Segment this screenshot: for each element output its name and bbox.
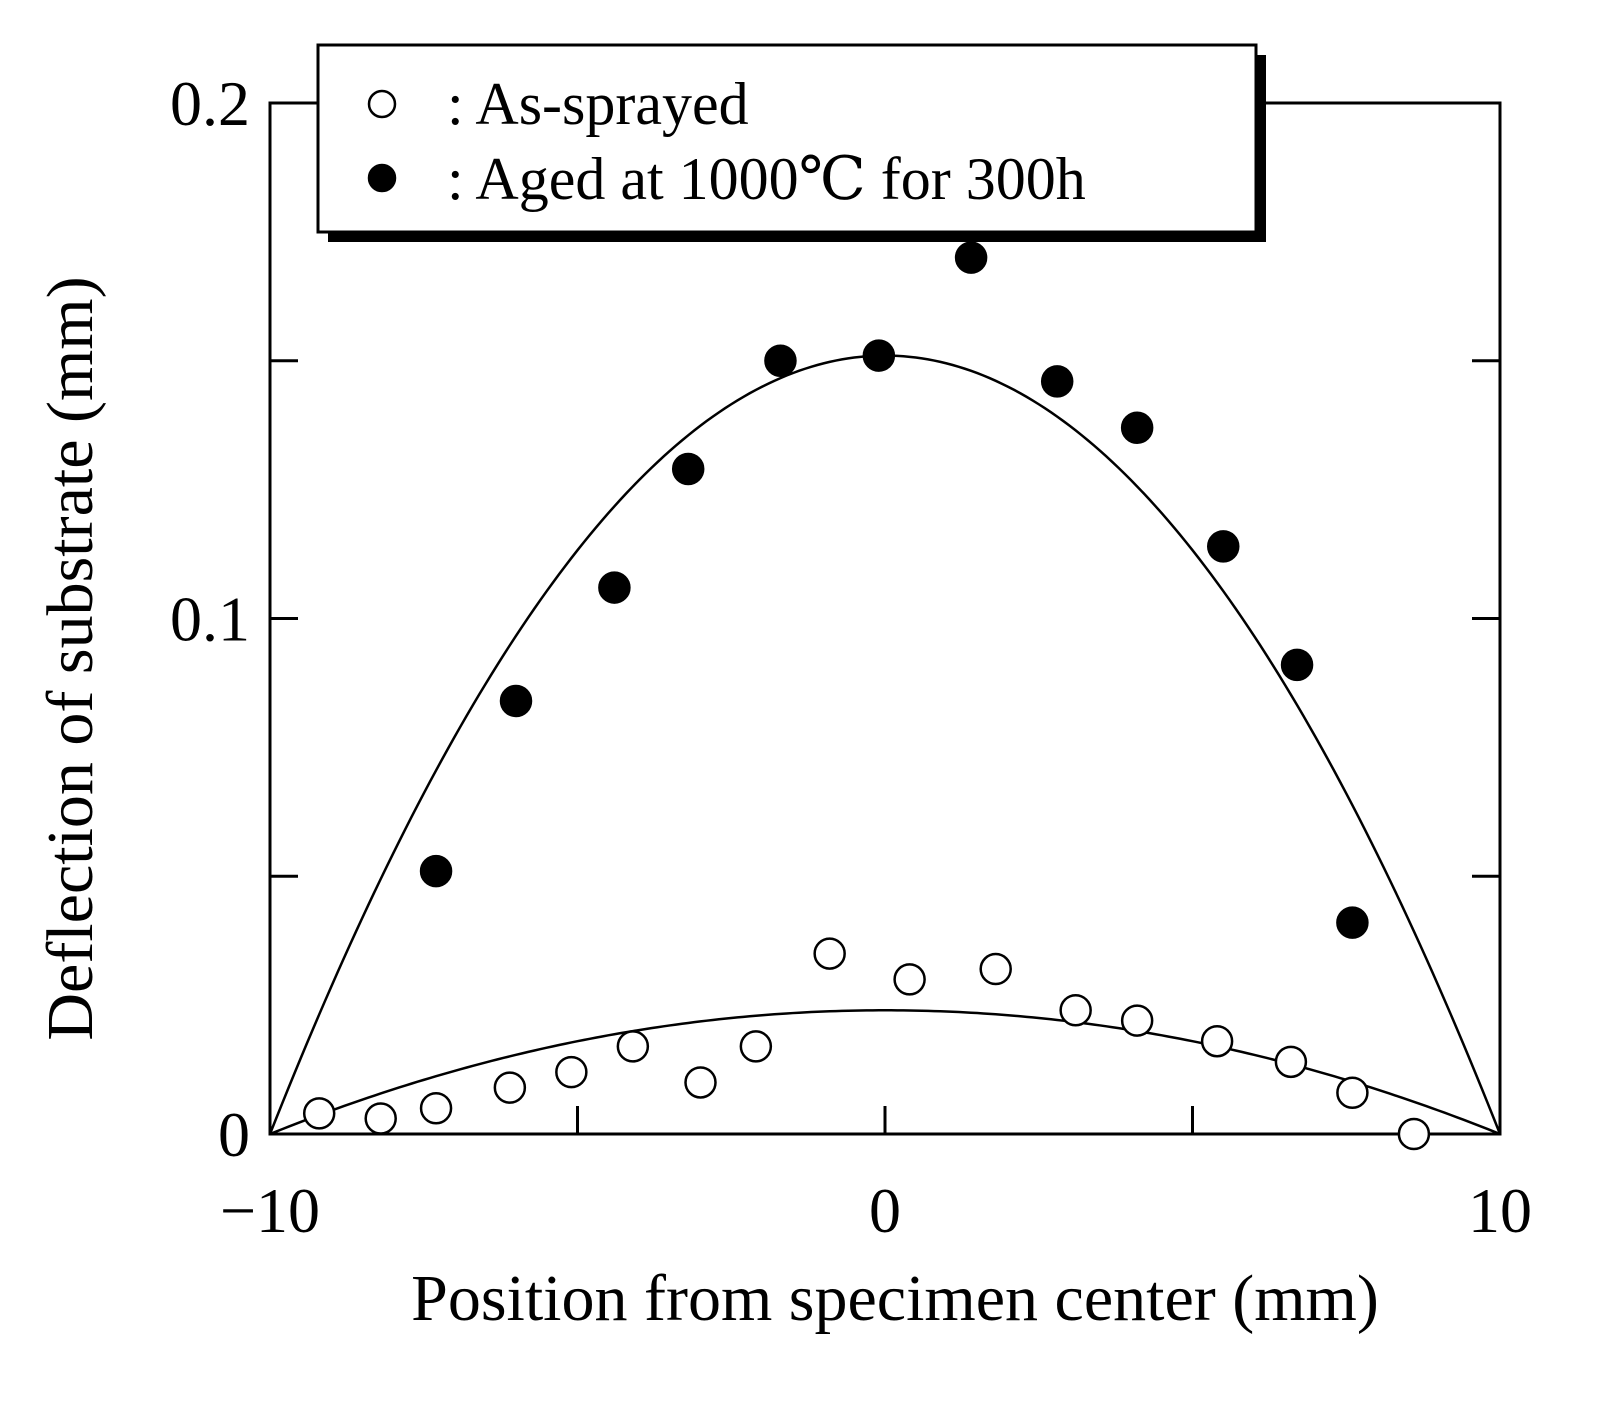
data-point-as-sprayed [739, 1030, 773, 1063]
data-point-as-sprayed [616, 1030, 650, 1063]
legend-label-aged: : Aged at 1000℃ for 300h [447, 146, 1086, 212]
legend-box [316, 43, 1258, 234]
data-point-as-sprayed [493, 1071, 527, 1104]
legend-marker-as-sprayed [367, 89, 397, 119]
y-tick-label: 0.2 [170, 68, 250, 139]
data-point-as-sprayed [1397, 1117, 1431, 1151]
data-point-aged [1040, 365, 1074, 398]
data-point-aged [862, 339, 896, 372]
data-point-as-sprayed [1336, 1076, 1369, 1110]
data-point-aged [419, 854, 453, 888]
data-points [302, 241, 1431, 1151]
axis-ticks [268, 101, 1502, 1136]
legend-marker-aged [367, 163, 397, 193]
data-point-aged [1336, 906, 1369, 939]
data-point-as-sprayed [979, 952, 1012, 986]
data-point-as-sprayed [364, 1102, 397, 1135]
data-point-as-sprayed [1120, 1004, 1154, 1037]
legend-label-as-sprayed: : As-sprayed [447, 71, 749, 137]
data-point-aged [1120, 411, 1154, 445]
data-point-as-sprayed [813, 937, 846, 970]
legend: : As-sprayed : Aged at 1000℃ for 300h [316, 43, 1266, 242]
data-point-as-sprayed [1059, 994, 1092, 1027]
data-point-as-sprayed [684, 1066, 717, 1099]
data-point-aged [764, 344, 797, 377]
fit-curve-aged [268, 354, 1502, 1135]
data-point-aged [671, 452, 705, 486]
fit-curves [268, 354, 1502, 1136]
data-point-as-sprayed [555, 1055, 588, 1089]
data-point-aged [499, 684, 533, 718]
data-point-as-sprayed [302, 1097, 336, 1130]
data-point-aged [1280, 648, 1314, 682]
axis-tick-labels: −10 0 1000.10.2 [170, 68, 1532, 1246]
x-tick-label: 10 [1468, 1175, 1532, 1246]
x-tick-label: 0 [869, 1175, 901, 1246]
data-point-as-sprayed [419, 1091, 453, 1125]
data-point-aged [954, 241, 988, 274]
y-tick-label: 0.1 [170, 584, 250, 655]
plot-frame [268, 101, 1502, 1136]
data-point-as-sprayed [1274, 1045, 1308, 1079]
x-axis-title: Position from specimen center (mm) [411, 1262, 1379, 1335]
y-axis-title: Deflection of substrate (mm) [34, 276, 107, 1040]
x-tick-label: −10 [220, 1175, 320, 1246]
y-tick-label: 0 [218, 1099, 250, 1170]
data-point-as-sprayed [1200, 1024, 1234, 1058]
data-point-as-sprayed [893, 963, 926, 996]
data-point-aged [598, 571, 631, 604]
data-point-aged [1207, 530, 1240, 563]
